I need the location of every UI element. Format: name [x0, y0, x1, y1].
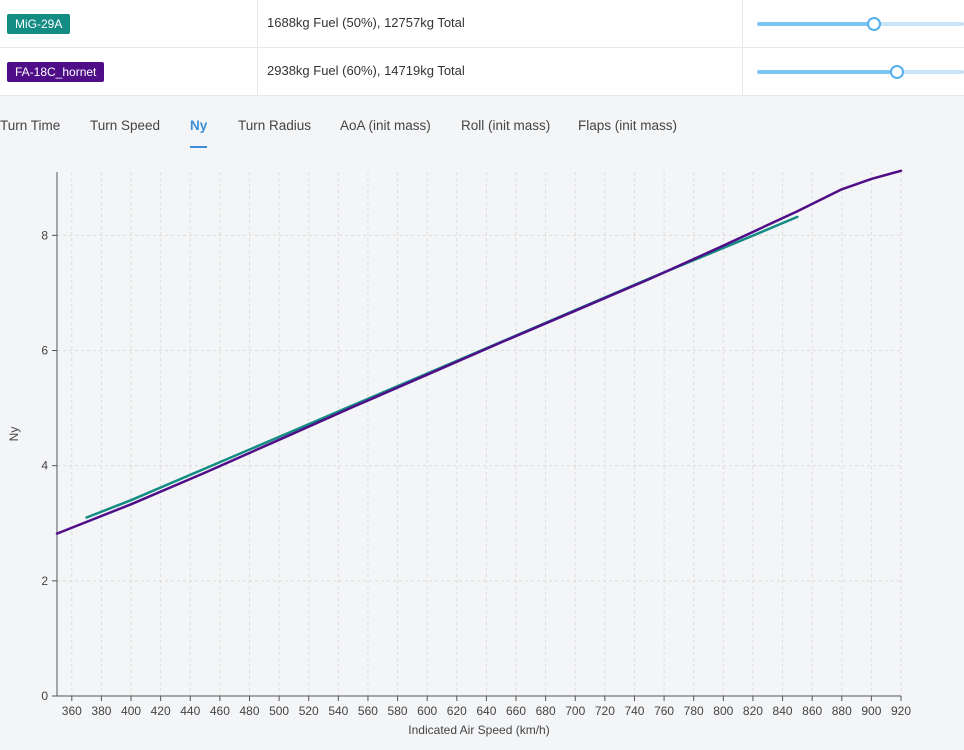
- aircraft-table: MiG-29A 1688kg Fuel (50%), 12757kg Total…: [0, 0, 964, 96]
- x-tick-label: 480: [239, 704, 259, 718]
- tab-aoa[interactable]: AoA (init mass): [340, 118, 431, 133]
- series-line-1: [55, 169, 903, 535]
- fuel-slider[interactable]: [757, 15, 964, 33]
- x-tick-label: 500: [269, 704, 289, 718]
- y-tick-label: 8: [41, 228, 48, 242]
- fuel-info: 1688kg Fuel (50%), 12757kg Total: [267, 15, 465, 30]
- y-tick-label: 6: [41, 344, 48, 358]
- aircraft-badge[interactable]: FA-18C_hornet: [7, 62, 105, 82]
- x-tick-label: 820: [743, 704, 763, 718]
- slider-thumb[interactable]: [890, 65, 905, 79]
- series-lines: [55, 169, 903, 535]
- aircraft-badge[interactable]: MiG-29A: [7, 14, 71, 34]
- tab-roll[interactable]: Roll (init mass): [461, 118, 551, 133]
- chart-tabs: Turn Time Turn Speed Ny Turn Radius AoA …: [0, 96, 964, 152]
- x-tick-label: 780: [684, 704, 704, 718]
- x-tick-label: 540: [328, 704, 348, 718]
- x-tick-label: 420: [151, 704, 171, 718]
- x-tick-label: 700: [565, 704, 585, 718]
- x-tick-label: 900: [861, 704, 881, 718]
- x-tick-label: 740: [624, 704, 644, 718]
- tab-turn-radius[interactable]: Turn Radius: [238, 118, 312, 133]
- x-tick-label: 560: [358, 704, 378, 718]
- active-tab-indicator: [190, 146, 207, 148]
- fuel-slider[interactable]: [757, 63, 964, 81]
- tab-ny[interactable]: Ny: [190, 118, 208, 133]
- x-tick-label: 660: [506, 704, 526, 718]
- x-tick-label: 920: [891, 704, 911, 718]
- x-tick-label: 520: [299, 704, 319, 718]
- x-tick-label: 580: [388, 704, 408, 718]
- column-divider: [257, 0, 258, 47]
- x-tick-label: 840: [773, 704, 793, 718]
- x-tick-label: 800: [713, 704, 733, 718]
- x-tick-label: 860: [802, 704, 822, 718]
- x-tick-label: 880: [832, 704, 852, 718]
- x-tick-label: 440: [180, 704, 200, 718]
- x-axis-label: Indicated Air Speed (km/h): [408, 723, 549, 737]
- grid: [57, 172, 902, 697]
- y-tick-label: 4: [41, 459, 48, 473]
- y-axis-label: Ny: [7, 427, 21, 442]
- y-tick-label: 2: [41, 574, 48, 588]
- axes: [56, 172, 901, 697]
- x-tick-label: 380: [91, 704, 111, 718]
- ticks: 360 380 400 420 440 460 480 500 520 540 560 580 600 6…: [41, 228, 911, 718]
- x-tick-label: 760: [654, 704, 674, 718]
- ny-chart: 360 380 400 420 440 460 480 500 520 540 560 580 600 6…: [7, 169, 911, 737]
- x-tick-label: 600: [417, 704, 437, 718]
- slider-fill: [757, 22, 874, 26]
- y-tick-label: 0: [41, 689, 48, 703]
- aircraft-row: MiG-29A 1688kg Fuel (50%), 12757kg Total: [0, 0, 964, 48]
- x-tick-label: 620: [447, 704, 467, 718]
- x-tick-label: 360: [62, 704, 82, 718]
- slider-thumb[interactable]: [866, 17, 881, 31]
- aircraft-row: FA-18C_hornet 2938kg Fuel (60%), 14719kg…: [0, 48, 964, 96]
- tab-turn-time[interactable]: Turn Time: [0, 118, 61, 133]
- tab-turn-speed[interactable]: Turn Speed: [90, 118, 161, 133]
- x-tick-label: 720: [595, 704, 615, 718]
- tab-flaps[interactable]: Flaps (init mass): [578, 118, 678, 133]
- column-divider: [742, 0, 743, 47]
- x-tick-label: 680: [536, 704, 556, 718]
- x-tick-label: 400: [121, 704, 141, 718]
- x-tick-label: 460: [210, 704, 230, 718]
- column-divider: [742, 48, 743, 95]
- slider-fill: [757, 70, 898, 74]
- column-divider: [257, 48, 258, 95]
- x-tick-label: 640: [476, 704, 496, 718]
- fuel-info: 2938kg Fuel (60%), 14719kg Total: [267, 63, 465, 78]
